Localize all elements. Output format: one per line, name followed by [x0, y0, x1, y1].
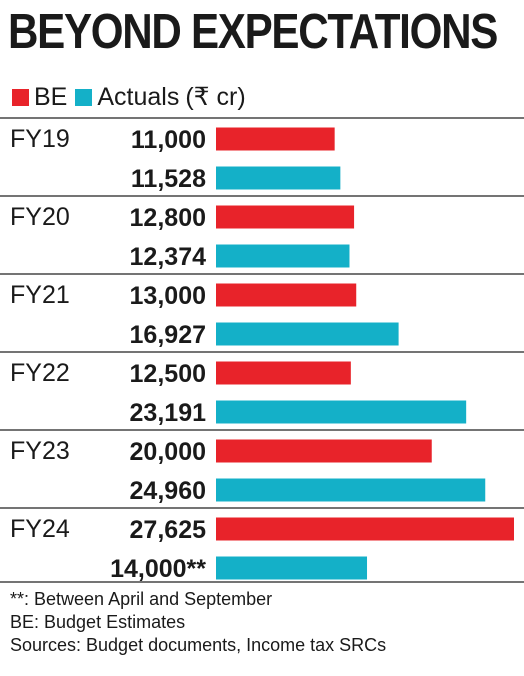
bar-actuals-fy19	[216, 166, 341, 190]
bar-be-fy21	[216, 283, 357, 307]
bar-be-fy22	[216, 361, 351, 385]
value-label: 16,927	[130, 321, 206, 349]
value-label: 23,191	[130, 399, 207, 427]
category-label: FY21	[10, 281, 70, 309]
category-label: FY20	[10, 203, 70, 231]
value-label: 24,960	[130, 477, 206, 505]
footnote-be: BE: Budget Estimates	[10, 612, 186, 632]
legend-swatch-actuals	[75, 88, 93, 106]
legend-swatch-be	[12, 88, 29, 106]
bar-actuals-fy22	[216, 400, 467, 424]
value-label: 12,374	[130, 243, 207, 271]
value-label: 14,000**	[110, 555, 206, 583]
category-label: FY19	[10, 125, 70, 153]
bar-be-fy23	[216, 439, 432, 463]
legend-label-be: BE	[34, 82, 68, 111]
value-label: 12,500	[130, 360, 206, 388]
value-label: 11,528	[131, 165, 206, 193]
value-label: 27,625	[130, 516, 207, 544]
legend-unit: (₹ cr)	[185, 83, 246, 111]
footnote-asterisk: **: Between April and September	[10, 589, 273, 609]
value-label: 13,000	[130, 282, 206, 310]
category-label: FY22	[10, 359, 70, 387]
chart-title: BEYOND EXPECTATIONS	[8, 5, 498, 59]
bar-be-fy19	[216, 127, 335, 151]
value-label: 12,800	[130, 204, 206, 232]
bar-be-fy24	[216, 517, 514, 541]
category-label: FY23	[10, 437, 70, 465]
bar-chart: FY19 11,000 11,528 FY20 12,800 12,374 FY21 13,0…	[0, 117, 524, 583]
bar-actuals-fy24	[216, 556, 368, 580]
category-label: FY24	[10, 515, 70, 543]
value-label: 20,000	[130, 438, 206, 466]
bar-actuals-fy21	[216, 322, 399, 346]
legend: BE Actuals (₹ cr)	[12, 82, 246, 111]
footnotes: **: Between April and September BE: Budg…	[10, 588, 386, 657]
bar-actuals-fy20	[216, 244, 350, 268]
bar-be-fy20	[216, 205, 355, 229]
legend-label-actuals: Actuals	[97, 82, 180, 111]
value-label: 11,000	[131, 126, 206, 154]
footnote-sources: Sources: Budget documents, Income tax SR…	[10, 635, 387, 655]
bar-actuals-fy23	[216, 478, 486, 502]
